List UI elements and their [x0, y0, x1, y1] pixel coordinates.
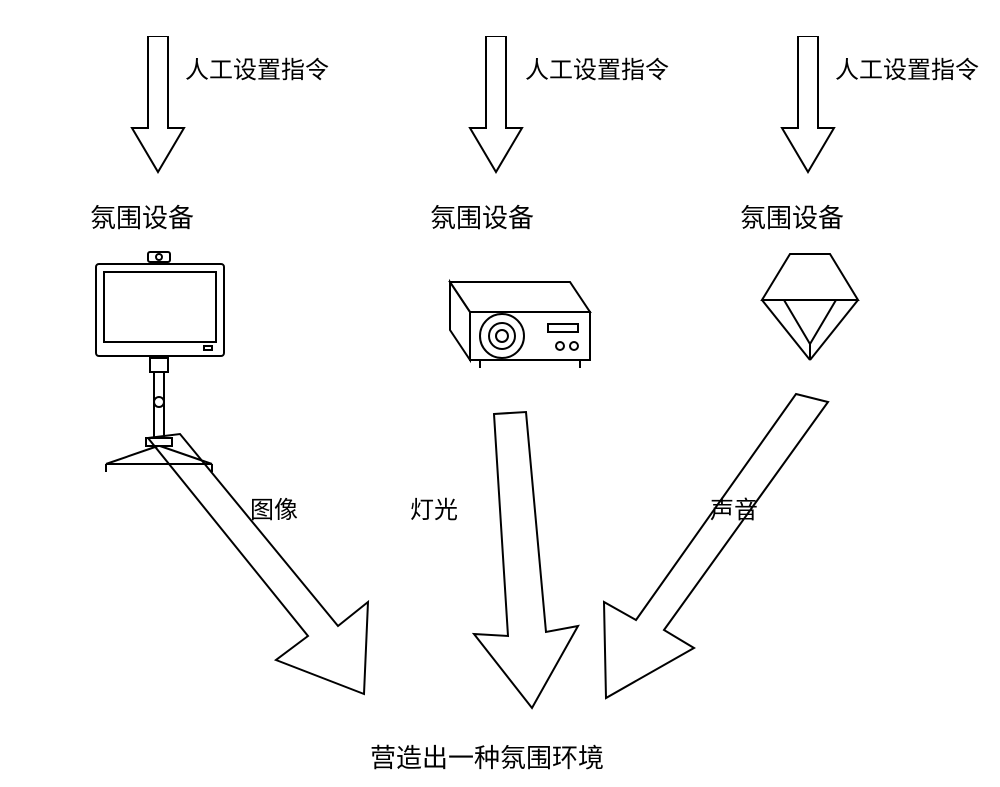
bottom-arrow-left-icon: [138, 430, 398, 720]
top-label-mid: 人工设置指令: [525, 50, 669, 85]
top-label-left: 人工设置指令: [185, 50, 329, 85]
bottom-arrow-right-icon: [560, 388, 840, 718]
top-arrow-right-icon: [778, 36, 838, 176]
top-arrow-left-icon: [128, 36, 188, 176]
node-label-left: 氛围设备: [90, 198, 194, 235]
lamp-icon: [740, 248, 880, 378]
top-arrow-mid-icon: [466, 36, 526, 176]
diagram-canvas: 人工设置指令 人工设置指令 人工设置指令 氛围设备 氛围设备 氛围设备: [0, 0, 1000, 787]
top-label-right: 人工设置指令: [835, 50, 979, 85]
node-label-mid: 氛围设备: [430, 198, 534, 235]
result-label: 营造出一种氛围环境: [370, 738, 604, 775]
out-label-mid: 灯光: [410, 490, 458, 525]
node-label-right: 氛围设备: [740, 198, 844, 235]
projector-icon: [410, 272, 600, 392]
